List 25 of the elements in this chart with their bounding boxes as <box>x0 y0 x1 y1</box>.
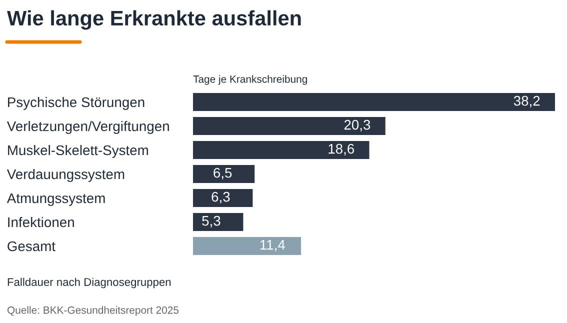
y-tick-label: Psychische Störungen <box>8 96 144 110</box>
data-label: 6,3 <box>212 192 230 204</box>
y-tick-label: Atmungssystem <box>6 193 105 206</box>
bar <box>193 165 255 183</box>
y-tick-label: Muskel-Skelett-System <box>8 144 148 158</box>
data-label: 11,4 <box>260 240 285 252</box>
bar <box>193 189 253 207</box>
bar <box>193 237 302 255</box>
text: Falldauer nach Diagnosegruppen <box>8 278 171 288</box>
data-label: 6,5 <box>214 168 232 180</box>
y-tick-label: Infektionen <box>8 216 74 228</box>
y-tick-label: Verletzungen/Vergiftungen <box>6 120 169 134</box>
data-label: 38,2 <box>514 96 540 108</box>
data-label: 5,3 <box>202 216 220 228</box>
bar <box>193 213 244 231</box>
chart-title: Wie lange Erkrankte ausfallen <box>7 10 301 30</box>
bar <box>193 93 555 111</box>
source-note: Quelle: BKK-Gesundheitsreport 2025 <box>7 306 179 316</box>
data-label: 18,6 <box>328 144 354 156</box>
y-tick-label: Verdauungssystem <box>6 168 124 182</box>
x-axis-title: Tage je Krankschreibung <box>193 75 307 85</box>
bar <box>193 141 370 159</box>
data-label: 20,3 <box>344 120 370 132</box>
bar <box>193 117 386 135</box>
y-tick-label: Gesamt <box>8 241 56 252</box>
